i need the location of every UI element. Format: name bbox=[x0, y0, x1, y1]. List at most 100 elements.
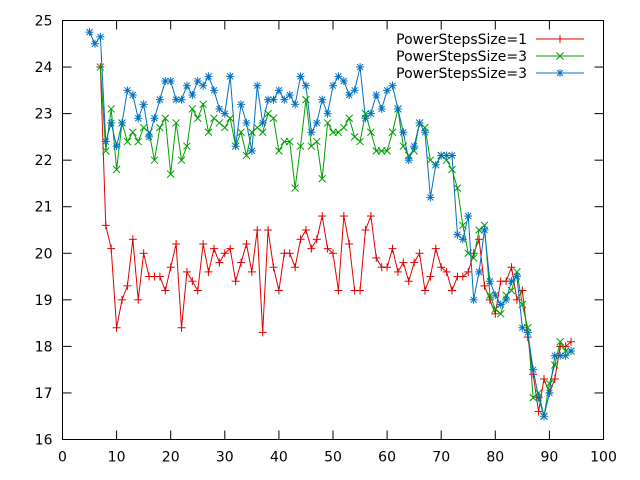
series-1-point bbox=[107, 244, 116, 253]
series-3-point bbox=[280, 95, 289, 104]
series-3-point bbox=[237, 100, 246, 109]
series-1-point bbox=[318, 212, 327, 221]
series-1-point bbox=[264, 226, 273, 234]
series-1-point bbox=[415, 249, 424, 258]
series-3-point bbox=[529, 365, 538, 374]
series-3 bbox=[85, 28, 576, 421]
series-2-point bbox=[312, 137, 321, 146]
series-3-point bbox=[491, 291, 500, 300]
series-1-point bbox=[329, 249, 337, 258]
legend-swatch-marker bbox=[556, 35, 564, 43]
series-3-point bbox=[123, 86, 132, 95]
series-1-point bbox=[123, 281, 132, 290]
series-2-point bbox=[210, 114, 218, 123]
series-3-point bbox=[274, 86, 283, 95]
series-1-point bbox=[291, 263, 300, 272]
series-1-point bbox=[155, 272, 164, 281]
series-3-point bbox=[204, 72, 213, 81]
series-1-point bbox=[507, 263, 516, 272]
series-3-point bbox=[90, 39, 99, 48]
series-2-point bbox=[339, 123, 348, 132]
series-2-point bbox=[112, 165, 121, 174]
series-3-point bbox=[291, 100, 300, 109]
series-2-point bbox=[199, 100, 208, 109]
series-1-point bbox=[220, 249, 229, 258]
x-tick-label: 70 bbox=[432, 450, 450, 466]
series-1-point bbox=[550, 374, 559, 383]
y-tick-label: 21 bbox=[35, 200, 53, 216]
series-1-point bbox=[404, 277, 413, 286]
series-3-point bbox=[166, 77, 175, 86]
series-3-point bbox=[242, 118, 251, 127]
series-2-point bbox=[150, 156, 159, 165]
series-1-point bbox=[475, 235, 484, 244]
x-tick-label: 20 bbox=[162, 450, 180, 466]
series-3-point bbox=[480, 226, 489, 234]
series-1-point bbox=[274, 286, 283, 295]
series-3-point bbox=[420, 128, 429, 137]
x-tick-label: 0 bbox=[58, 450, 67, 466]
series-3-point bbox=[496, 300, 505, 309]
series-1-point bbox=[366, 212, 375, 221]
series-2-point bbox=[307, 142, 316, 151]
series-3-point bbox=[469, 295, 478, 304]
y-tick-label: 19 bbox=[35, 293, 53, 309]
series-3-point bbox=[561, 351, 570, 360]
series-1-point bbox=[204, 267, 213, 276]
series-3-point bbox=[534, 393, 543, 402]
series-1-point bbox=[393, 267, 402, 276]
series-2-point bbox=[188, 105, 197, 113]
legend-label: PowerStepsSize=3 bbox=[396, 66, 527, 82]
series-1-point bbox=[161, 286, 170, 295]
series-3-point bbox=[312, 118, 321, 127]
series-2-point bbox=[296, 142, 305, 151]
series-2-point bbox=[269, 114, 278, 123]
series-3-point bbox=[199, 81, 208, 90]
series-3-point bbox=[448, 151, 457, 160]
series-2-point bbox=[96, 63, 105, 71]
series-2-point bbox=[383, 147, 391, 155]
series-3-point bbox=[518, 323, 527, 332]
series-1-point bbox=[356, 286, 365, 295]
series-3-point bbox=[134, 114, 143, 123]
x-tick-label: 60 bbox=[378, 450, 396, 466]
series-2-point bbox=[550, 361, 559, 369]
series-1-point bbox=[410, 258, 419, 267]
series-3-point bbox=[523, 328, 532, 337]
series-3-point bbox=[220, 109, 229, 118]
series-3-point bbox=[567, 347, 576, 356]
series-layer bbox=[85, 28, 576, 421]
series-1-point bbox=[361, 226, 370, 234]
legend-entry-2: PowerStepsSize=3 bbox=[396, 49, 584, 65]
series-1-point bbox=[139, 249, 148, 258]
series-2-point bbox=[280, 137, 289, 146]
series-2-point bbox=[291, 184, 299, 192]
x-tick-label: 80 bbox=[486, 450, 504, 466]
series-3-point bbox=[507, 277, 516, 286]
series-2-point bbox=[323, 119, 332, 127]
series-1-point bbox=[118, 295, 127, 304]
series-3-point bbox=[258, 118, 267, 127]
series-3-point bbox=[101, 137, 110, 146]
legend-label: PowerStepsSize=1 bbox=[396, 32, 527, 48]
series-3-point bbox=[485, 277, 494, 286]
series-3-point bbox=[393, 104, 402, 113]
series-3-point bbox=[399, 128, 408, 137]
series-3-point bbox=[361, 114, 370, 123]
legend-swatch-marker bbox=[556, 52, 564, 60]
series-1-point bbox=[372, 253, 381, 262]
series-3-point bbox=[431, 160, 440, 169]
series-3-point bbox=[388, 81, 397, 90]
series-1-point bbox=[339, 212, 348, 221]
legend-swatch-marker bbox=[556, 69, 564, 77]
series-3-point bbox=[345, 90, 354, 99]
series-2-point bbox=[226, 114, 235, 123]
series-1-point bbox=[242, 239, 251, 248]
series-3-point bbox=[350, 86, 359, 95]
series-1-point bbox=[485, 295, 494, 304]
series-2-point bbox=[123, 137, 132, 146]
series-2-point bbox=[139, 123, 148, 132]
series-1-point bbox=[437, 263, 446, 272]
series-1-point bbox=[128, 235, 137, 244]
series-1-point bbox=[307, 244, 316, 253]
